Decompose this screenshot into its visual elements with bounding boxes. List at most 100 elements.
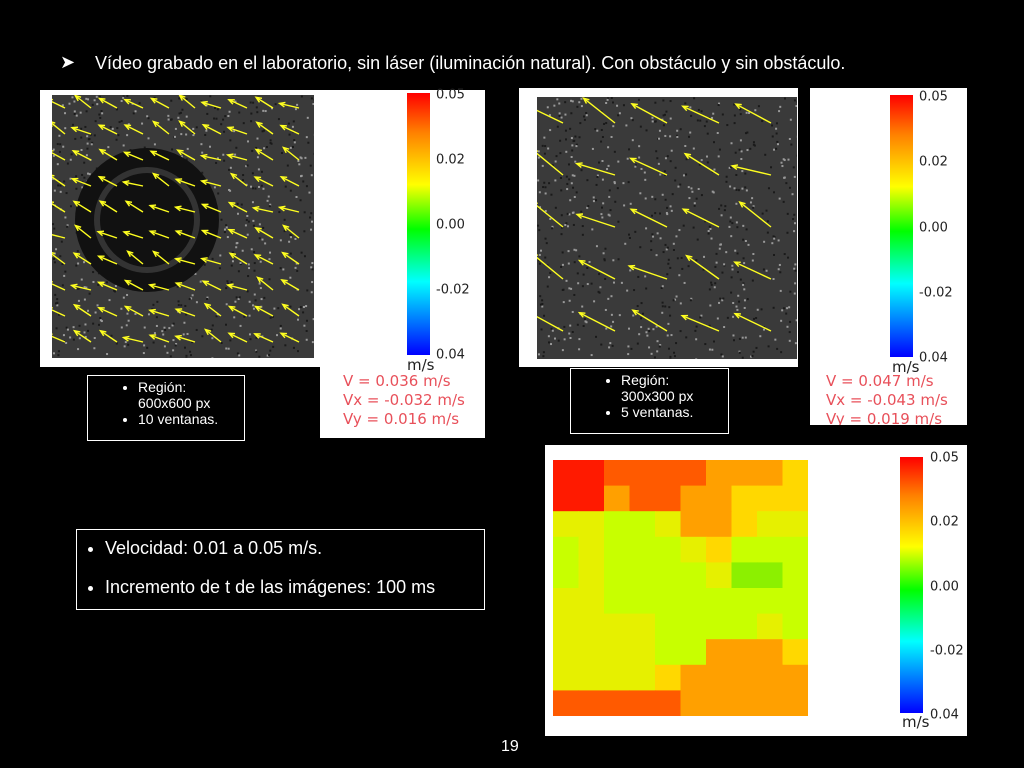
heatmap-cell — [706, 485, 732, 512]
speckle — [80, 278, 83, 281]
speckle — [182, 333, 185, 336]
speckle — [306, 116, 309, 119]
speckle — [236, 212, 239, 215]
speckle — [91, 103, 94, 106]
vector-arrow — [227, 154, 248, 161]
speckle — [644, 197, 647, 200]
heatmap-cell — [553, 613, 579, 640]
speckle — [658, 129, 661, 132]
vector-arrow — [739, 201, 772, 228]
speckle — [558, 112, 561, 115]
speckle — [723, 263, 726, 266]
speckle — [741, 336, 744, 339]
speckle — [723, 264, 726, 267]
vector-arrow — [74, 224, 92, 239]
heatmap-cell — [629, 639, 656, 666]
speckle — [182, 153, 185, 156]
vector-arrow — [149, 230, 170, 239]
speckle — [594, 128, 597, 131]
speckle — [667, 262, 670, 265]
arrow-head — [173, 205, 182, 212]
speckle — [254, 299, 257, 302]
speckle — [651, 233, 654, 236]
speckle — [539, 295, 542, 298]
speckle — [185, 115, 188, 118]
speckle — [688, 197, 691, 200]
speckle — [652, 328, 655, 331]
speckle — [255, 350, 258, 353]
speckle — [262, 129, 265, 132]
arrow-head — [97, 307, 105, 313]
speckle — [631, 119, 634, 122]
speckle — [293, 139, 296, 142]
heatmap-cell — [629, 536, 656, 563]
speckle — [676, 134, 679, 137]
vector-arrow — [52, 335, 66, 343]
speckle — [249, 101, 252, 104]
speckle — [566, 212, 569, 215]
vector-arrow — [73, 304, 92, 317]
speckle — [742, 283, 745, 286]
heatmap-cell — [553, 639, 579, 666]
speckle — [270, 142, 273, 145]
speckle — [127, 99, 130, 102]
speckle — [735, 173, 738, 176]
vector-arrow — [576, 162, 616, 176]
speckle — [626, 289, 629, 292]
speckle — [269, 316, 272, 319]
speckle — [730, 235, 733, 238]
speckle — [274, 103, 277, 106]
arrow-head — [631, 309, 639, 316]
speckle — [715, 252, 718, 255]
speckle — [605, 327, 608, 330]
speckle — [650, 352, 653, 355]
speckle — [247, 263, 250, 266]
speckle — [674, 166, 677, 169]
speckle — [707, 230, 710, 233]
heatmap-cell — [553, 562, 579, 589]
speckle — [88, 173, 91, 176]
speckle — [604, 308, 607, 311]
speckle — [651, 120, 654, 123]
speckle — [568, 332, 571, 335]
speckle — [229, 139, 232, 142]
speckle — [88, 292, 91, 295]
arrow-head — [279, 332, 288, 339]
speckle — [127, 343, 130, 346]
speckle — [548, 276, 551, 279]
speckle — [247, 220, 250, 223]
speckle — [294, 108, 297, 111]
speckle — [656, 340, 659, 343]
heatmap-cell — [782, 588, 808, 615]
arrow-head — [629, 208, 638, 215]
speckle — [544, 186, 547, 189]
speckle — [537, 150, 540, 153]
speckle — [83, 286, 86, 289]
arrow-head — [281, 303, 289, 310]
speckle — [588, 260, 591, 263]
speckle — [658, 137, 661, 140]
speckle — [739, 278, 742, 281]
speckle — [743, 288, 746, 291]
speckle — [100, 110, 103, 113]
speckle — [87, 329, 90, 332]
heatmap-cell — [680, 690, 707, 716]
notes-box: Velocidad: 0.01 a 0.05 m/s.Incremento de… — [76, 529, 485, 610]
speckle — [612, 259, 615, 262]
speckle — [580, 105, 583, 108]
speckle — [679, 302, 682, 305]
speckle — [730, 276, 733, 279]
speckle — [90, 143, 93, 146]
speckle — [269, 203, 272, 206]
speckle — [543, 314, 546, 317]
speckle — [79, 111, 82, 114]
speckle — [282, 268, 285, 271]
speckle — [666, 246, 669, 249]
speckle — [585, 114, 588, 117]
speckle — [120, 307, 123, 310]
heatmap-cell — [731, 690, 758, 716]
speckle — [750, 355, 753, 358]
speckle — [126, 312, 129, 315]
speckle — [751, 197, 754, 200]
